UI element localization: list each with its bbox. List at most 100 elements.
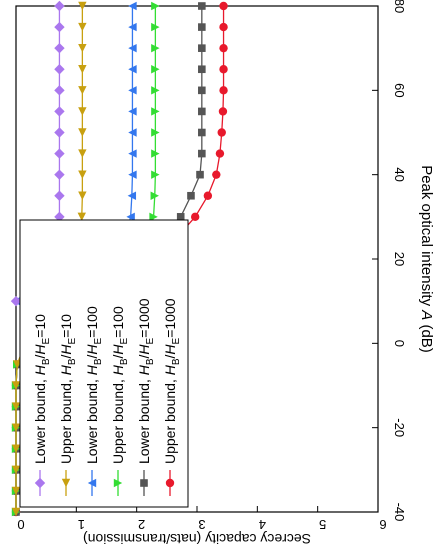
legend-ratio-value: =1000 xyxy=(136,298,152,338)
intensity-tick-label: -40 xyxy=(392,503,407,522)
capacity-tick-label: 2 xyxy=(138,517,145,532)
legend-label: Upper bound, HB/HE=100 xyxy=(110,306,130,464)
legend-entry: Upper bound, HB/HE=10 xyxy=(58,314,78,496)
capacity-tick-label: 1 xyxy=(78,517,85,532)
data-point xyxy=(11,465,21,475)
y-axis-title: Secrecy capacity (nats/transmission) xyxy=(83,531,311,547)
legend-ratio-denominator: H xyxy=(162,344,178,355)
data-point xyxy=(187,191,195,200)
data-point xyxy=(77,212,86,222)
data-point xyxy=(128,1,137,11)
data-point xyxy=(190,212,200,222)
data-point xyxy=(151,65,160,74)
data-point xyxy=(78,65,87,74)
legend-marker xyxy=(34,477,46,489)
data-point xyxy=(128,128,137,137)
data-point xyxy=(11,507,21,517)
legend-ratio-value: =100 xyxy=(110,306,126,338)
data-point xyxy=(128,86,137,95)
data-point xyxy=(13,360,22,369)
data-point xyxy=(198,65,206,74)
legend-ratio-value: =10 xyxy=(58,314,74,338)
intensity-tick-label: 0 xyxy=(392,340,407,347)
data-point xyxy=(127,191,137,200)
data-point xyxy=(151,43,160,53)
capacity-tick-label: 5 xyxy=(319,517,326,532)
legend-ratio-value: =1000 xyxy=(162,298,178,338)
legend-ratio-value: =100 xyxy=(84,306,100,338)
legend-label: Lower bound, HB/HE=10 xyxy=(32,314,52,464)
legend-ratio-slash: / xyxy=(32,354,48,358)
legend-ratio-numerator: H xyxy=(136,364,152,375)
legend-ratio-denominator: H xyxy=(84,344,100,355)
legend-label-prefix: Lower bound, xyxy=(84,375,100,464)
data-point xyxy=(128,170,137,179)
data-point xyxy=(151,22,160,32)
data-point xyxy=(128,107,137,116)
legend-ratio-sub-b: B xyxy=(41,358,52,365)
legend-label-prefix: Upper bound, xyxy=(58,375,74,464)
legend-label: Upper bound, HB/HE=1000 xyxy=(162,298,182,464)
legend-label-prefix: Lower bound, xyxy=(32,375,48,464)
data-point xyxy=(219,43,228,53)
legend-ratio-numerator: H xyxy=(84,364,100,375)
data-point xyxy=(78,22,87,32)
data-point xyxy=(78,86,87,95)
data-point xyxy=(54,127,65,138)
data-point xyxy=(219,65,228,74)
data-point xyxy=(54,148,65,159)
legend-box xyxy=(19,219,189,508)
data-point xyxy=(78,43,87,53)
legend-marker xyxy=(61,478,71,488)
data-point xyxy=(151,149,160,158)
legend-label-prefix: Upper bound, xyxy=(110,375,126,464)
legend-ratio-numerator: H xyxy=(58,364,74,375)
data-point xyxy=(198,2,206,10)
data-point xyxy=(78,191,87,200)
data-point xyxy=(198,107,206,116)
legend-ratio-slash: / xyxy=(110,354,126,358)
legend-entry: Upper bound, HB/HE=1000 xyxy=(162,298,182,496)
data-point xyxy=(198,149,206,158)
data-point xyxy=(203,191,213,200)
legend-entry: Upper bound, HB/HE=100 xyxy=(110,306,130,496)
data-point xyxy=(128,43,137,53)
data-point xyxy=(176,213,185,221)
legend-ratio-sub-b: B xyxy=(119,358,130,365)
data-point xyxy=(150,191,159,200)
data-point xyxy=(198,128,206,137)
legend-entry: Lower bound, HB/HE=1000 xyxy=(136,298,156,496)
data-point xyxy=(218,107,228,116)
data-point xyxy=(219,1,228,11)
data-point xyxy=(54,169,65,180)
data-point xyxy=(54,211,65,223)
legend-label-prefix: Upper bound, xyxy=(162,375,178,464)
legend-ratio-sub-b: B xyxy=(171,358,182,365)
x-axis-title-prefix: Peak optical intensity xyxy=(418,165,435,310)
data-point xyxy=(151,170,160,179)
intensity-tick-label: 80 xyxy=(392,0,407,13)
data-point xyxy=(54,190,65,201)
data-point xyxy=(78,107,87,116)
legend-ratio-sub-e: E xyxy=(93,337,104,344)
legend-ratio-slash: / xyxy=(162,354,178,358)
data-point xyxy=(219,22,228,32)
data-point xyxy=(128,65,137,74)
legend-ratio-slash: / xyxy=(136,354,152,358)
legend-ratio-sub-e: E xyxy=(67,337,78,344)
data-point xyxy=(54,64,65,75)
data-point xyxy=(151,86,160,95)
legend-label: Upper bound, HB/HE=10 xyxy=(58,314,78,464)
x-axis-title-variable: A xyxy=(418,309,435,320)
legend-ratio-denominator: H xyxy=(136,344,152,355)
data-point xyxy=(151,107,160,116)
legend-ratio-sub-b: B xyxy=(67,358,78,365)
legend-ratio-slash: / xyxy=(58,354,74,358)
data-point xyxy=(78,149,87,158)
data-point xyxy=(54,42,65,54)
data-point xyxy=(10,295,22,307)
data-point xyxy=(128,22,137,32)
data-point xyxy=(151,1,160,11)
